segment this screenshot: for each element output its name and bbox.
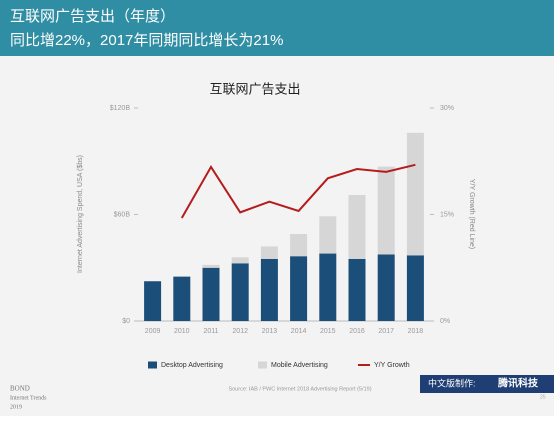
bar xyxy=(319,253,337,321)
year: 2019 xyxy=(10,404,22,410)
bar xyxy=(260,258,278,321)
x-tick-label: 2010 xyxy=(174,328,190,335)
brand: BOND xyxy=(10,385,30,393)
y-tick-label: $60B xyxy=(114,211,131,218)
credit: 中文版制作: xyxy=(428,377,476,388)
bar xyxy=(319,216,337,254)
header-title: 互联网广告支出（年度） xyxy=(10,8,175,25)
legend-swatch xyxy=(258,361,267,369)
bar xyxy=(202,264,220,268)
legend-label: Y/Y Growth xyxy=(374,362,410,369)
bar xyxy=(202,267,220,321)
legend-label: Mobile Advertising xyxy=(271,362,328,369)
legend-swatch xyxy=(148,361,157,369)
bar xyxy=(348,258,366,321)
header-subtitle: 同比增22%，2017年同期同比增长为21% xyxy=(10,32,283,49)
bar xyxy=(231,257,249,264)
y2-tick-label: 30% xyxy=(440,105,454,112)
header-band xyxy=(0,0,554,56)
x-tick-label: 2011 xyxy=(203,328,218,335)
x-tick-label: 2012 xyxy=(232,328,248,335)
bar xyxy=(260,246,278,259)
x-tick-label: 2015 xyxy=(320,328,336,335)
credit-badge xyxy=(420,375,554,393)
bar xyxy=(144,281,162,321)
y-tick-label: $120B xyxy=(110,105,131,112)
chart-title: 互联网广告支出 xyxy=(209,81,300,96)
x-tick-label: 2014 xyxy=(291,328,307,335)
x-tick-label: 2009 xyxy=(145,328,161,335)
legend-label: Desktop Advertising xyxy=(161,362,223,369)
bar xyxy=(348,194,366,259)
bar xyxy=(290,256,308,321)
bar xyxy=(290,234,308,257)
bar xyxy=(377,254,395,321)
maker: 腾讯科技 xyxy=(497,377,539,390)
y-tick-label: $0 xyxy=(122,318,130,325)
source: Source: IAB / PWC Internet 2018 Advertis… xyxy=(228,386,371,392)
bar xyxy=(406,255,424,321)
x-tick-label: 2016 xyxy=(349,328,365,335)
x-tick-label: 2018 xyxy=(408,328,424,335)
y2-axis-title: Y/Y Growth (Red Line) xyxy=(468,179,475,249)
y2-tick-label: 15% xyxy=(440,211,454,218)
growth-line xyxy=(180,163,416,219)
page-number: 25 xyxy=(540,394,546,400)
bar xyxy=(406,132,424,256)
report: Internet Trends xyxy=(10,395,47,401)
bar xyxy=(231,263,249,321)
y-axis-title: Internet Advertising Spend, USA ($bs) xyxy=(77,155,84,273)
y2-tick-label: 0% xyxy=(440,318,450,325)
bar xyxy=(377,166,395,255)
bar xyxy=(173,276,191,321)
x-tick-label: 2017 xyxy=(378,328,394,335)
x-tick-label: 2013 xyxy=(262,328,278,335)
